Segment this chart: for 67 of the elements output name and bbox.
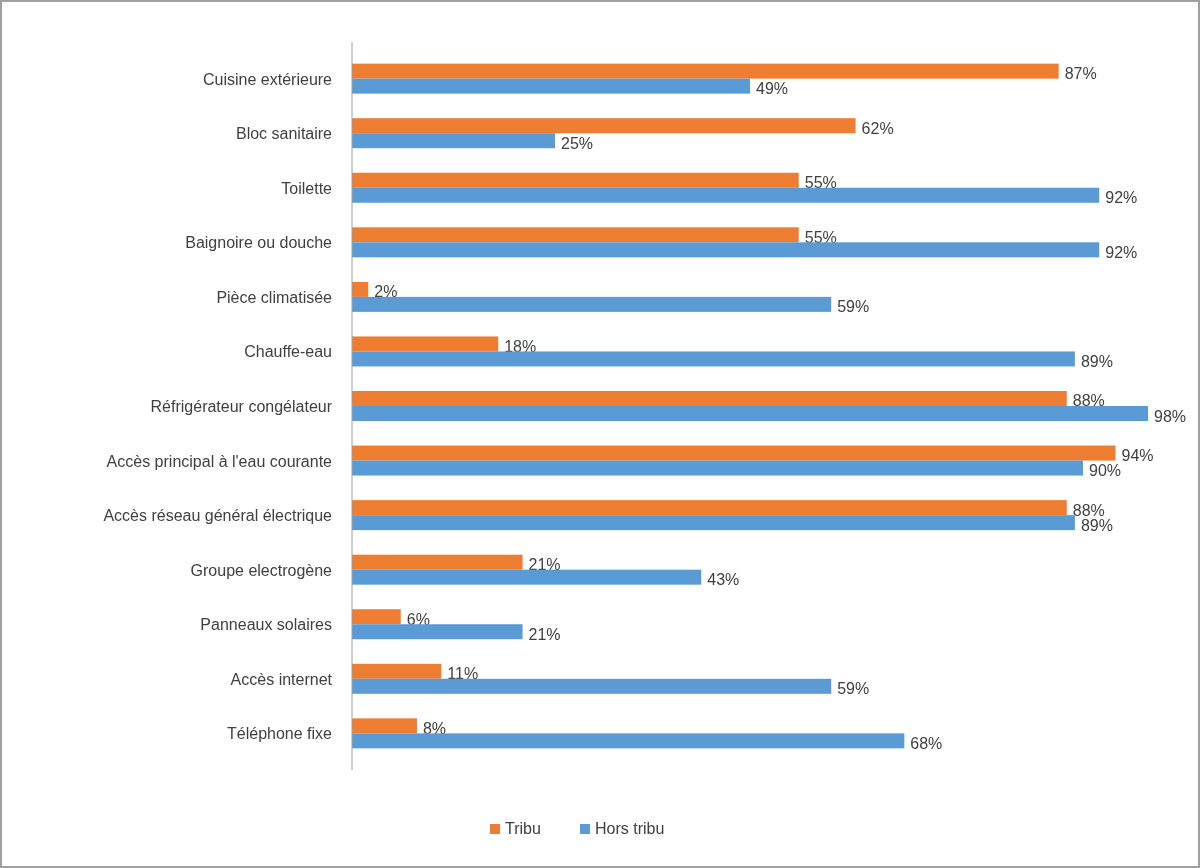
bar <box>352 133 556 149</box>
bar <box>352 624 523 640</box>
data-label: 21% <box>528 625 561 643</box>
y-tick-label: Groupe electrogène <box>190 561 333 579</box>
bar <box>352 609 401 625</box>
bar <box>352 718 417 734</box>
data-label: 89% <box>1080 516 1113 534</box>
data-label: 92% <box>1105 243 1138 261</box>
data-label: 21% <box>528 556 561 574</box>
bar <box>352 663 442 679</box>
y-tick-label: Cuisine extérieure <box>203 70 333 88</box>
data-label: 59% <box>837 680 870 698</box>
data-label: 89% <box>1080 352 1113 370</box>
data-label: 92% <box>1105 189 1138 207</box>
data-label: 2% <box>374 283 398 301</box>
y-tick-label: Chauffe-eau <box>244 343 332 361</box>
y-tick-label: Accès réseau général électrique <box>103 507 333 525</box>
data-label: 43% <box>707 571 740 589</box>
bar <box>352 118 856 134</box>
bar <box>352 445 1116 461</box>
bar <box>352 515 1075 531</box>
data-label: 55% <box>804 174 837 192</box>
y-tick-label: Panneaux solaires <box>200 616 332 634</box>
bar <box>352 569 702 585</box>
bar <box>352 63 1059 79</box>
data-label: 18% <box>504 337 537 355</box>
y-tick-label: Baignoire ou douche <box>185 234 333 252</box>
bar <box>352 78 750 94</box>
data-label: 55% <box>804 228 837 246</box>
bar <box>352 227 799 243</box>
data-label: 98% <box>1154 407 1187 425</box>
bar <box>352 172 799 188</box>
data-label: 49% <box>756 80 789 98</box>
data-label: 90% <box>1089 462 1122 480</box>
bar <box>352 554 523 570</box>
data-label: 25% <box>561 134 594 152</box>
bar <box>352 406 1148 421</box>
data-label: 11% <box>447 665 479 683</box>
legend-label: Hors tribu <box>595 820 665 837</box>
legend-label: Tribu <box>505 820 541 837</box>
y-tick-label: Toilette <box>281 179 333 197</box>
data-label: 94% <box>1121 447 1154 465</box>
bar <box>352 391 1067 406</box>
data-label: 88% <box>1072 392 1105 410</box>
y-tick-label: Pièce climatisée <box>216 288 333 306</box>
y-tick-label: Téléphone fixe <box>227 725 333 743</box>
bar <box>352 351 1075 367</box>
bar <box>352 281 369 297</box>
bar <box>352 678 832 694</box>
y-tick-label: Accès internet <box>230 670 333 688</box>
y-tick-label: Réfrigérateur congélateur <box>150 398 333 415</box>
bar <box>352 460 1084 476</box>
data-label: 88% <box>1072 501 1105 519</box>
bar <box>352 296 832 312</box>
bar <box>352 500 1067 516</box>
data-label: 59% <box>837 298 870 316</box>
bar <box>352 336 499 352</box>
bar <box>352 242 1100 258</box>
data-label: 8% <box>422 719 447 737</box>
data-label: 87% <box>1064 65 1097 83</box>
y-tick-label: Accès principal à l'eau courante <box>106 452 333 470</box>
bar <box>352 187 1100 203</box>
y-tick-label: Bloc sanitaire <box>235 125 333 143</box>
data-label: 62% <box>861 119 894 137</box>
bar <box>352 733 905 749</box>
data-label: 68% <box>910 734 943 752</box>
data-label: 6% <box>406 610 430 628</box>
